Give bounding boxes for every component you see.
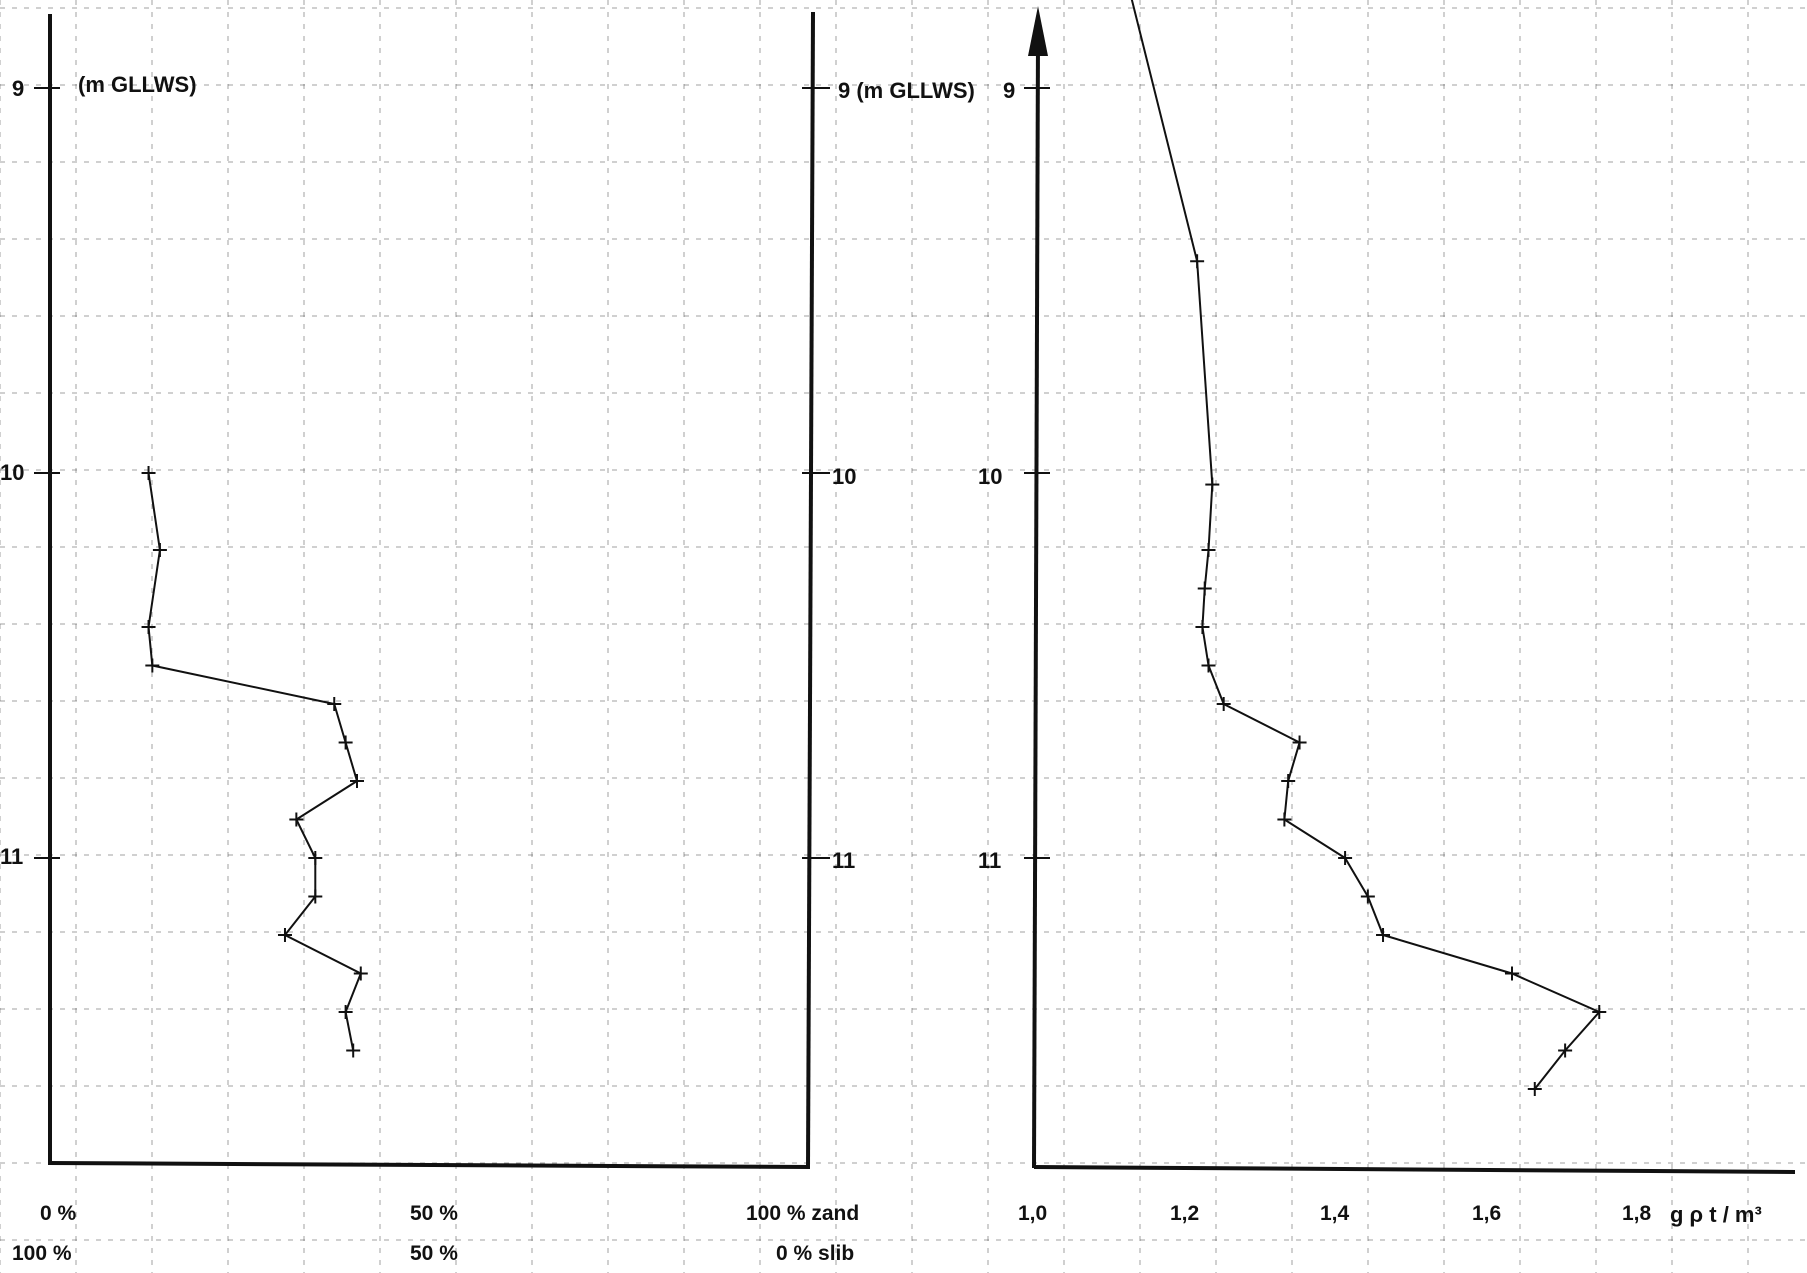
sand-percentage-point — [277, 928, 292, 942]
sand-percentage-point — [327, 697, 342, 711]
sand-percentage-point — [289, 812, 304, 827]
y-tick-9-left: 9 — [12, 76, 24, 101]
middle-y-axis — [806, 11, 815, 1169]
right-y-axis — [1032, 37, 1040, 1169]
x-axis-label-density: g ρ t / m³ — [1670, 1202, 1762, 1227]
sand-percentage-point — [141, 466, 156, 480]
sand-percentage-point — [308, 851, 323, 865]
y-tick-10-left: 10 — [0, 460, 24, 485]
density-line — [1130, 0, 1601, 1090]
sand-percentage-point — [353, 966, 368, 981]
density-point — [1505, 966, 1520, 981]
density-point — [1197, 581, 1212, 596]
density-point — [1201, 658, 1216, 673]
density-point — [1205, 477, 1220, 492]
density-point — [1216, 697, 1231, 711]
sand-percentage-point — [346, 1043, 361, 1058]
x-tick-1-8: 1,8 — [1622, 1202, 1652, 1225]
right-x-axis — [1033, 1165, 1796, 1174]
density-point — [1292, 735, 1307, 750]
density-point — [1338, 851, 1353, 865]
y-tick-10-right: 10 — [978, 464, 1002, 489]
density-point — [1376, 928, 1391, 942]
y-tick-10-middle: 10 — [832, 464, 856, 489]
sand-percentage-point — [152, 543, 167, 557]
x-tick-bottom-50: 50 % — [410, 1242, 458, 1265]
y-unit-left: (m GLLWS) — [78, 72, 197, 97]
x-tick-1-4: 1,4 — [1320, 1202, 1350, 1225]
density-point — [1558, 1043, 1573, 1058]
y-axis-arrowhead — [1028, 6, 1048, 56]
y-tick-11-right: 11 — [978, 848, 1001, 873]
x-tick-bottom-100: 0 % slib — [776, 1242, 854, 1265]
sand-percentage-point — [308, 889, 323, 904]
x-tick-1-2: 1,2 — [1170, 1202, 1199, 1225]
series-sand-percentage — [141, 466, 368, 1058]
sand-percentage-point — [338, 735, 353, 750]
y-label-middle: 9 (m GLLWS) — [838, 78, 975, 103]
density-point — [1190, 254, 1205, 269]
density-point — [1527, 1082, 1542, 1096]
x-tick-top-50: 50 % — [410, 1202, 458, 1225]
series-density — [1130, 0, 1607, 1096]
y-tick-11-middle: 11 — [832, 848, 855, 873]
sand-percentage-point — [141, 620, 156, 634]
y-tick-9-right: 9 — [1003, 78, 1015, 103]
sand-percentage-line — [147, 472, 363, 1051]
sand-percentage-point — [338, 1005, 353, 1019]
x-tick-1-6: 1,6 — [1472, 1202, 1501, 1225]
left-x-axis — [47, 1161, 811, 1169]
density-point — [1201, 543, 1216, 557]
x-tick-top-0: 0 % — [40, 1202, 77, 1225]
y-tick-11-left: 11 — [0, 844, 23, 869]
density-point — [1281, 774, 1296, 788]
sand-percentage-point — [145, 658, 160, 673]
density-point — [1195, 620, 1210, 634]
density-point — [1360, 889, 1375, 904]
x-tick-bottom-0: 100 % — [12, 1242, 72, 1265]
density-point — [1277, 812, 1292, 827]
x-tick-top-100: 100 % zand — [746, 1202, 859, 1225]
x-tick-1-0: 1,0 — [1018, 1202, 1047, 1225]
density-point — [1592, 1005, 1607, 1019]
axes — [34, 6, 1796, 1174]
sand-percentage-point — [349, 774, 364, 788]
